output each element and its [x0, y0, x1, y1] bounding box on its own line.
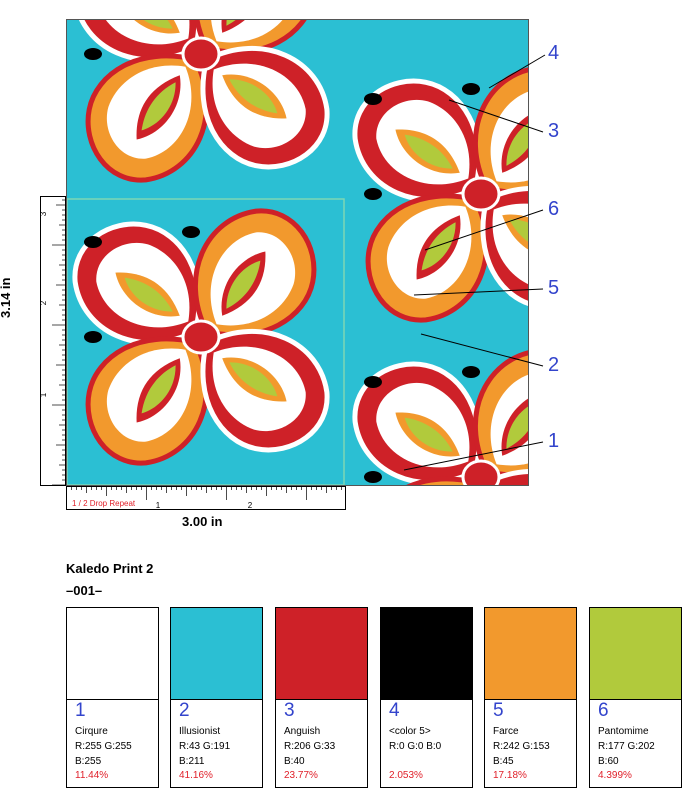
color-swatch-6: 6 Pantomime R:177 G:202 B:60 4.399%: [589, 607, 682, 788]
colorway-code: –001–: [66, 583, 103, 598]
callout-5: 5: [548, 277, 560, 299]
swatch-chip: [485, 608, 576, 700]
horizontal-tick-2: 2: [248, 501, 253, 510]
swatch-chip: [590, 608, 681, 700]
color-swatch-4: 4 <color 5> R:0 G:0 B:0 2.053%: [380, 607, 473, 788]
swatch-chip: [381, 608, 472, 700]
print-title: Kaledo Print 2: [66, 561, 154, 576]
swatch-name: Cirqure: [75, 726, 108, 737]
swatch-coverage: 2.053%: [389, 770, 423, 781]
color-swatch-1: 1 Cirqure R:255 G:255 B:255 11.44%: [66, 607, 159, 788]
color-swatch-3: 3 Anguish R:206 G:33 B:40 23.77%: [275, 607, 368, 788]
swatch-name: Farce: [493, 726, 519, 737]
swatch-coverage: 17.18%: [493, 770, 527, 781]
print-pattern: [66, 19, 529, 486]
swatch-rgb: R:206 G:33: [284, 741, 336, 752]
color-swatch-2: 2 Illusionist R:43 G:191 B:211 41.16%: [170, 607, 263, 788]
swatch-coverage: 11.44%: [75, 770, 109, 781]
swatch-rgb: R:255 G:255: [75, 741, 132, 752]
swatch-chip: [276, 608, 367, 700]
vertical-tick-2: 2: [40, 300, 48, 305]
color-swatch-5: 5 Farce R:242 G:153 B:45 17.18%: [484, 607, 577, 788]
width-dimension: 3.00 in: [182, 514, 223, 529]
swatch-chip: [171, 608, 262, 700]
swatch-number: 6: [598, 700, 609, 721]
swatch-name: Pantomime: [598, 726, 649, 737]
swatch-rgb: R:242 G:153: [493, 741, 550, 752]
swatch-name: Anguish: [284, 726, 321, 737]
vertical-tick-3: 3: [40, 211, 48, 216]
horizontal-ruler: 1 2: [66, 486, 346, 510]
swatch-coverage: 4.399%: [598, 770, 632, 781]
callout-4: 4: [548, 42, 560, 64]
swatch-number: 3: [284, 700, 295, 721]
swatch-number: 4: [389, 700, 400, 721]
swatch-blue: B:60: [598, 756, 619, 767]
swatch-coverage: 41.16%: [179, 770, 213, 781]
swatch-blue: B:211: [179, 756, 205, 767]
height-dimension: 3.14 in: [0, 277, 13, 318]
callout-1: 1: [548, 430, 560, 452]
drop-repeat-label: 1 / 2 Drop Repeat: [72, 499, 136, 508]
swatch-number: 2: [179, 700, 190, 721]
swatch-blue: B:45: [493, 756, 514, 767]
swatch-chip: [67, 608, 158, 700]
callout-6: 6: [548, 198, 560, 220]
swatch-number: 1: [75, 700, 86, 721]
horizontal-tick-1: 1: [156, 501, 161, 510]
swatch-rgb: R:43 G:191: [179, 741, 231, 752]
swatch-number: 5: [493, 700, 504, 721]
vertical-ruler: 3 2 1: [40, 196, 66, 486]
swatch-name: <color 5>: [389, 726, 431, 737]
swatch-blue: B:40: [284, 756, 305, 767]
swatch-rgb: R:0 G:0 B:0: [389, 741, 442, 752]
swatch-coverage: 23.77%: [284, 770, 318, 781]
swatch-name: Illusionist: [179, 726, 221, 737]
pattern-svg: [66, 19, 529, 486]
callout-3: 3: [548, 120, 560, 142]
vertical-tick-1: 1: [40, 392, 48, 397]
callout-2: 2: [548, 354, 560, 376]
swatch-blue: B:255: [75, 756, 102, 767]
swatch-rgb: R:177 G:202: [598, 741, 655, 752]
